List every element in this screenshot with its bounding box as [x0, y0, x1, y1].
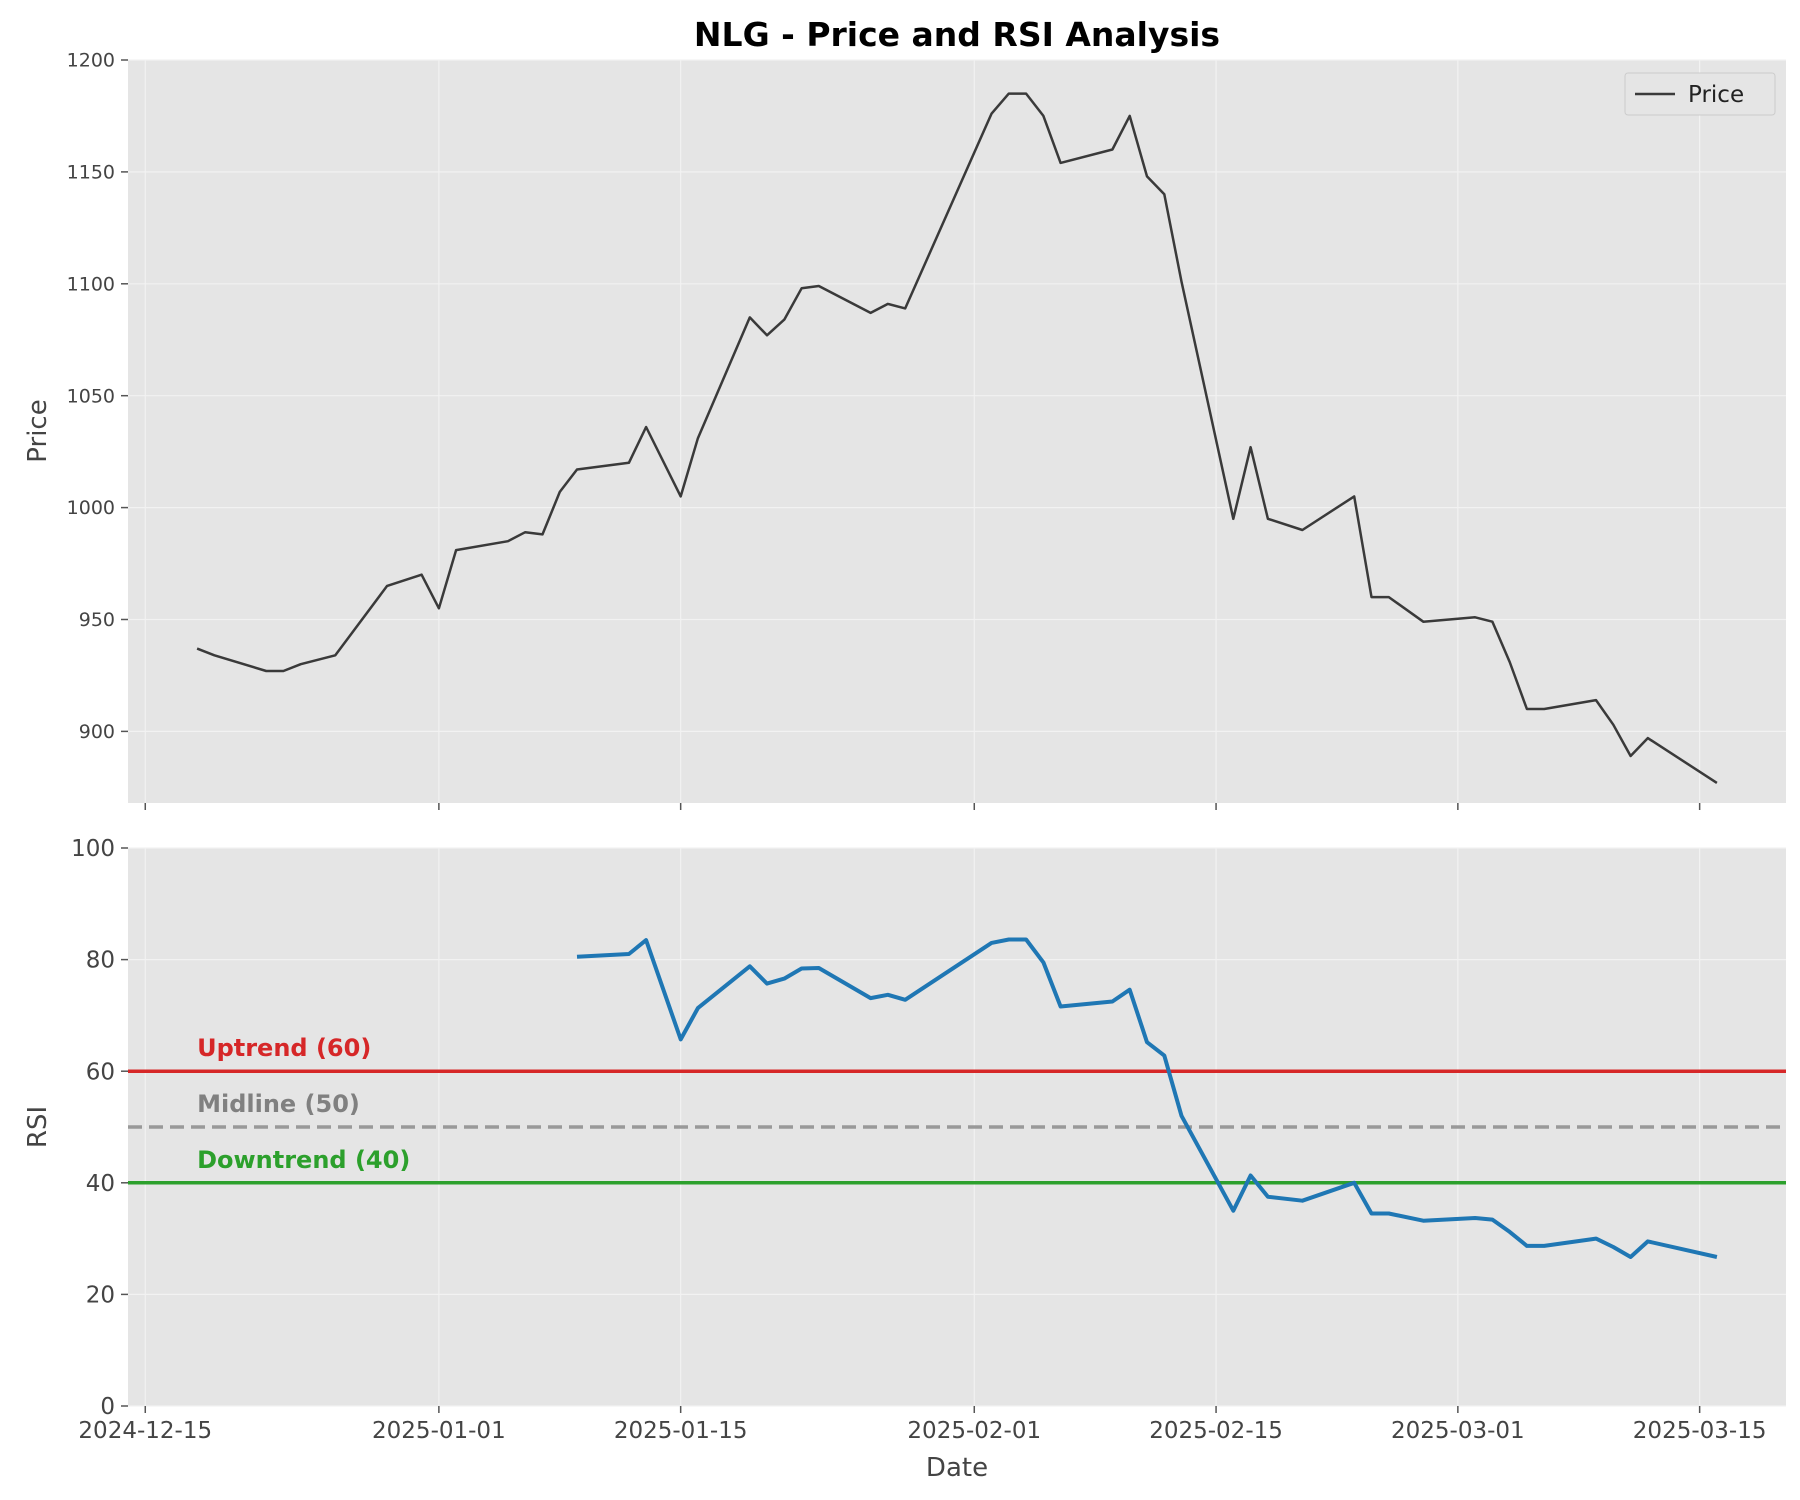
rsi-reference-lines: Uptrend (60) Midline (50) Downtrend (40) — [128, 1034, 1786, 1185]
y-tick-label: 20 — [86, 1282, 115, 1308]
rsi-x-ticks: 2024-12-15 2025-01-01 2025-01-15 2025-02-01… — [78, 1406, 1766, 1444]
x-tick-label: 2025-02-01 — [907, 1418, 1041, 1444]
price-legend: Price — [1624, 72, 1776, 116]
y-tick-label: 100 — [71, 836, 115, 862]
x-axis-label: Date — [926, 1453, 988, 1483]
x-tick-label: 2025-01-01 — [372, 1418, 506, 1444]
price-plot-area — [128, 60, 1786, 803]
y-tick-label: 0 — [100, 1394, 115, 1420]
reference-line-label: Uptrend (60) — [197, 1034, 371, 1062]
price-y-ticks: 900 950 1000 1050 1100 1150 1200 — [67, 50, 128, 743]
price-y-axis-label: Price — [23, 399, 53, 462]
legend-price-label: Price — [1688, 82, 1744, 108]
y-tick-label: 950 — [79, 609, 115, 631]
y-tick-label: 1200 — [67, 50, 115, 72]
y-tick-label: 60 — [86, 1059, 115, 1085]
price-panel: 900 950 1000 1050 1100 1150 1200 Price Price — [23, 50, 1786, 810]
legend-box — [1624, 72, 1776, 116]
x-tick-label: 2025-02-15 — [1149, 1418, 1283, 1444]
rsi-y-ticks: 0 20 40 60 80 100 — [71, 836, 128, 1420]
price-lines — [196, 92, 1718, 784]
reference-line-label: Midline (50) — [197, 1090, 360, 1118]
x-tick-label: 2025-03-15 — [1633, 1418, 1767, 1444]
x-tick-label: 2025-01-15 — [614, 1418, 748, 1444]
y-tick-label: 40 — [86, 1171, 115, 1197]
rsi-y-axis-label: RSI — [23, 1106, 53, 1148]
x-tick-label: 2025-03-01 — [1391, 1418, 1525, 1444]
rsi-panel: 0 20 40 60 80 100 2024-12-15 2025-01-01 2025-01… — [23, 836, 1786, 1483]
y-tick-label: 1000 — [67, 497, 115, 519]
y-tick-label: 1100 — [67, 273, 115, 295]
y-tick-label: 900 — [79, 721, 115, 743]
price-grid — [128, 59, 1786, 803]
chart-title: NLG - Price and RSI Analysis — [694, 15, 1220, 54]
y-tick-label: 1150 — [67, 162, 115, 184]
rsi-lines — [576, 937, 1718, 1259]
series-line — [196, 92, 1718, 784]
y-tick-label: 1050 — [67, 385, 115, 407]
price-x-ticks — [144, 803, 1701, 810]
reference-line-label: Downtrend (40) — [197, 1146, 410, 1174]
y-tick-label: 80 — [86, 948, 115, 974]
series-line — [576, 937, 1718, 1259]
x-tick-label: 2024-12-15 — [78, 1418, 212, 1444]
